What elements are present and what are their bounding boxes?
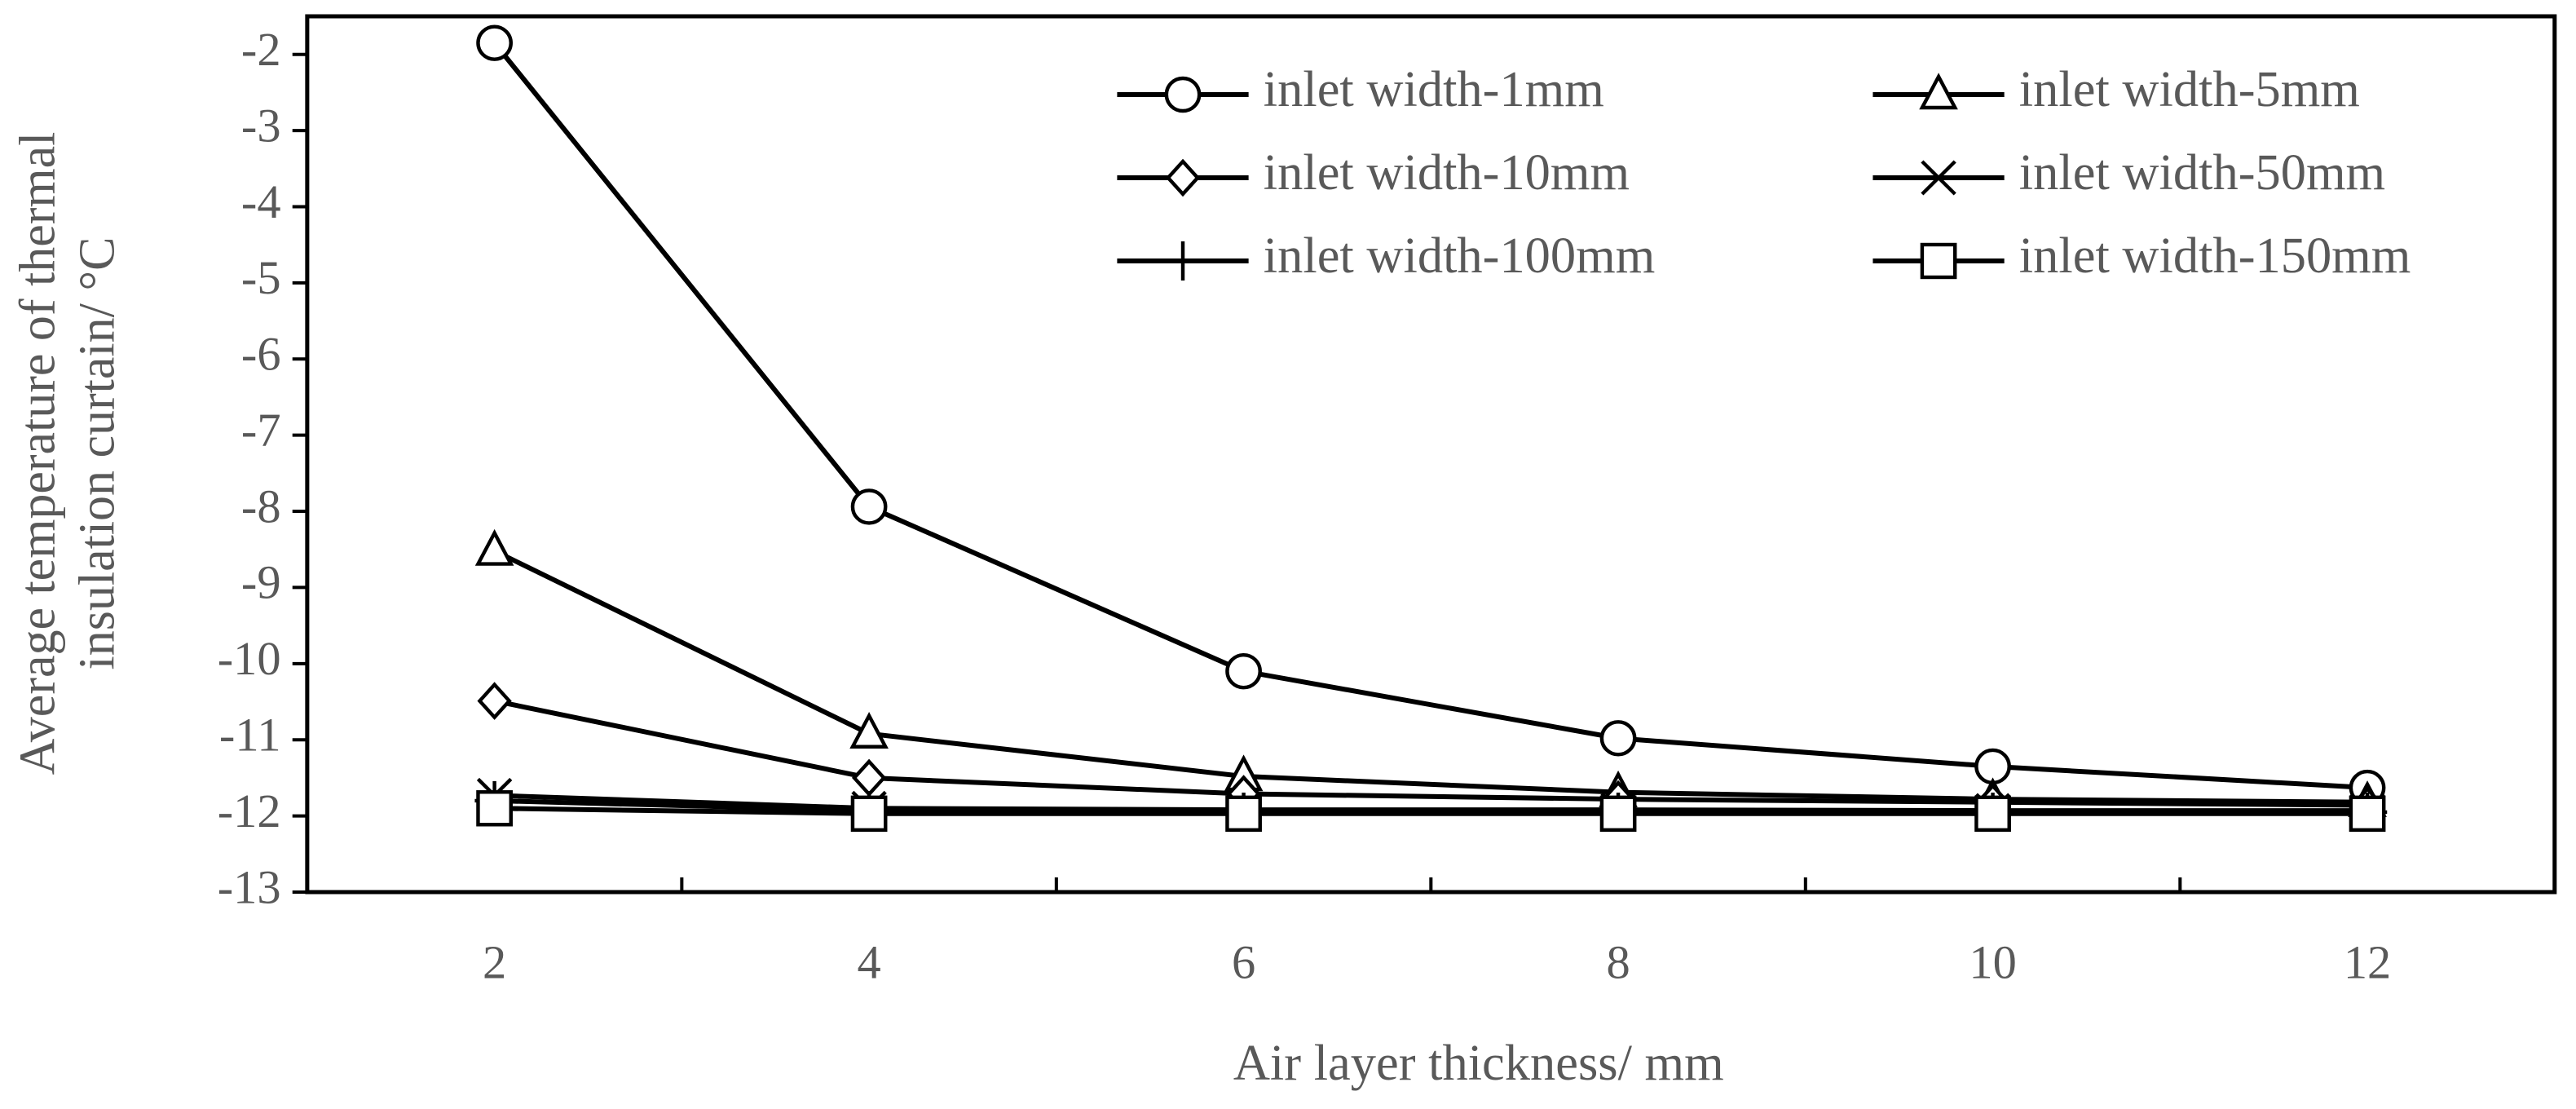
marker: [477, 682, 512, 720]
y-axis-title: insulation curtain/ °C: [69, 237, 125, 670]
marker: [1974, 795, 2011, 833]
y-tick-label: -8: [241, 480, 281, 533]
marker: [1920, 242, 1957, 280]
marker: [850, 795, 888, 833]
y-tick-label: -5: [241, 251, 281, 304]
marker: [1162, 241, 1203, 281]
marker: [476, 790, 513, 827]
y-tick-label: -11: [219, 709, 281, 762]
series-line: [494, 806, 2368, 816]
marker: [1225, 795, 1262, 833]
legend-label: inlet width-5mm: [2019, 62, 2360, 117]
marker: [476, 24, 513, 61]
marker: [1921, 160, 1956, 196]
legend-label: inlet width-150mm: [2019, 228, 2411, 284]
marker: [850, 488, 888, 525]
marker: [1919, 73, 1958, 110]
series-line: [493, 698, 2368, 808]
marker: [474, 528, 514, 566]
marker: [1164, 76, 1202, 113]
legend-label: inlet width-100mm: [1264, 228, 1656, 284]
y-tick-label: -7: [241, 404, 281, 457]
marker: [849, 712, 889, 749]
marker: [1599, 720, 1637, 757]
y-tick-label: -10: [218, 632, 281, 685]
y-tick-label: -2: [241, 23, 281, 76]
series-line: [492, 41, 2368, 791]
x-tick-label: 10: [1969, 936, 2016, 989]
marker: [2349, 795, 2386, 833]
x-tick-label: 2: [483, 936, 506, 989]
legend-label: inlet width-50mm: [2019, 145, 2385, 201]
x-axis-title: Air layer thickness/ mm: [1233, 1036, 1724, 1091]
y-tick-label: -6: [241, 328, 281, 381]
marker: [1165, 158, 1201, 197]
y-tick-label: -12: [218, 784, 281, 837]
y-tick-label: -13: [218, 861, 281, 914]
legend-label: inlet width-10mm: [1264, 145, 1630, 201]
x-tick-label: 8: [1606, 936, 1630, 989]
y-tick-label: -4: [241, 175, 281, 228]
x-tick-label: 12: [2344, 936, 2391, 989]
marker: [1599, 795, 1637, 833]
series-line: [493, 548, 2368, 805]
y-tick-label: -9: [241, 556, 281, 609]
x-tick-label: 4: [857, 936, 880, 989]
y-tick-label: -3: [241, 99, 281, 152]
marker: [1225, 652, 1262, 690]
legend-label: inlet width-1mm: [1264, 62, 1604, 117]
x-tick-label: 6: [1232, 936, 1255, 989]
y-axis-title: Average temperature of thermal: [11, 132, 66, 775]
